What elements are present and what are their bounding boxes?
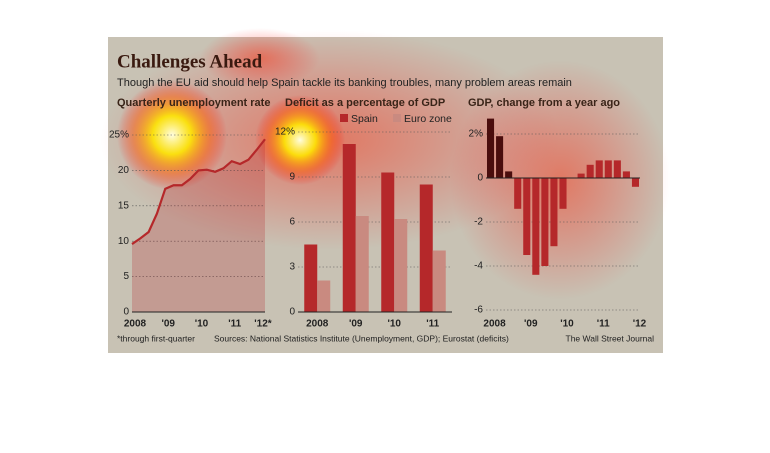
y-tick-label: -2 xyxy=(474,217,483,228)
bar xyxy=(622,171,630,178)
y-tick-label: 2% xyxy=(469,129,484,140)
bar xyxy=(432,250,446,312)
x-tick-label: '09 xyxy=(524,319,538,330)
bar xyxy=(505,171,513,178)
y-tick-label: 0 xyxy=(289,307,295,318)
bar xyxy=(532,178,540,275)
y-tick-label: 9 xyxy=(289,172,295,183)
line xyxy=(131,138,266,245)
x-tick-label: '09 xyxy=(349,319,363,330)
bar xyxy=(496,136,504,178)
x-tick-label: '11 xyxy=(426,319,439,330)
chart-title: Deficit as a percentage of GDP xyxy=(285,97,445,109)
chart-title: Quarterly unemployment rate xyxy=(117,97,270,109)
bar xyxy=(631,178,640,187)
y-tick-label: 20 xyxy=(118,165,130,176)
y-tick-label: 12% xyxy=(275,127,295,138)
area-fill xyxy=(132,139,265,312)
bar xyxy=(419,184,433,312)
credit: The Wall Street Journal xyxy=(566,333,655,343)
x-tick-label: '10 xyxy=(387,319,401,330)
y-tick-label: 0 xyxy=(123,307,129,318)
bar xyxy=(541,178,549,266)
x-tick-label: 2008 xyxy=(483,319,506,330)
y-tick-label: 5 xyxy=(123,271,129,282)
y-tick-label: 0 xyxy=(477,173,483,184)
bar xyxy=(355,216,369,312)
bar xyxy=(550,178,558,247)
x-tick-label: '11 xyxy=(597,319,610,330)
footnote: *through first-quarter xyxy=(117,333,195,343)
bar xyxy=(381,172,395,312)
bar xyxy=(559,178,567,209)
bar xyxy=(304,244,318,312)
bar xyxy=(317,280,331,312)
x-tick-label: '12* xyxy=(254,319,272,330)
bar xyxy=(604,160,612,178)
chart-title: GDP, change from a year ago xyxy=(468,97,620,109)
legend-label: Euro zone xyxy=(404,113,452,125)
title: Challenges Ahead xyxy=(117,51,263,72)
y-tick-label: 25% xyxy=(109,130,129,141)
x-tick-label: '10 xyxy=(195,319,209,330)
y-tick-label: 6 xyxy=(289,217,295,228)
y-tick-label: 15 xyxy=(118,200,130,211)
bar xyxy=(342,144,356,312)
y-tick-label: 10 xyxy=(118,236,130,247)
y-tick-label: -6 xyxy=(474,305,483,316)
x-tick-label: 2008 xyxy=(306,319,329,330)
bar xyxy=(577,173,585,178)
bar xyxy=(514,178,522,209)
legend-swatch xyxy=(340,114,348,122)
y-tick-label: 3 xyxy=(289,262,295,273)
heatmap xyxy=(200,28,320,88)
subtitle: Though the EU aid should help Spain tack… xyxy=(117,77,572,89)
x-tick-label: '09 xyxy=(161,319,175,330)
heatmap xyxy=(255,95,345,185)
x-tick-label: '11 xyxy=(228,319,241,330)
bar xyxy=(486,118,495,178)
x-tick-label: 2008 xyxy=(124,319,147,330)
legend-swatch xyxy=(393,114,401,122)
x-tick-label: '10 xyxy=(560,319,574,330)
sources: Sources: National Statistics Institute (… xyxy=(214,333,509,343)
x-tick-label: '12 xyxy=(633,319,647,330)
bar xyxy=(595,160,603,178)
bar xyxy=(523,178,531,255)
bar xyxy=(586,164,594,178)
legend-label: Spain xyxy=(351,113,378,125)
bar xyxy=(394,219,408,312)
y-tick-label: -4 xyxy=(474,261,483,272)
bar xyxy=(613,160,621,178)
